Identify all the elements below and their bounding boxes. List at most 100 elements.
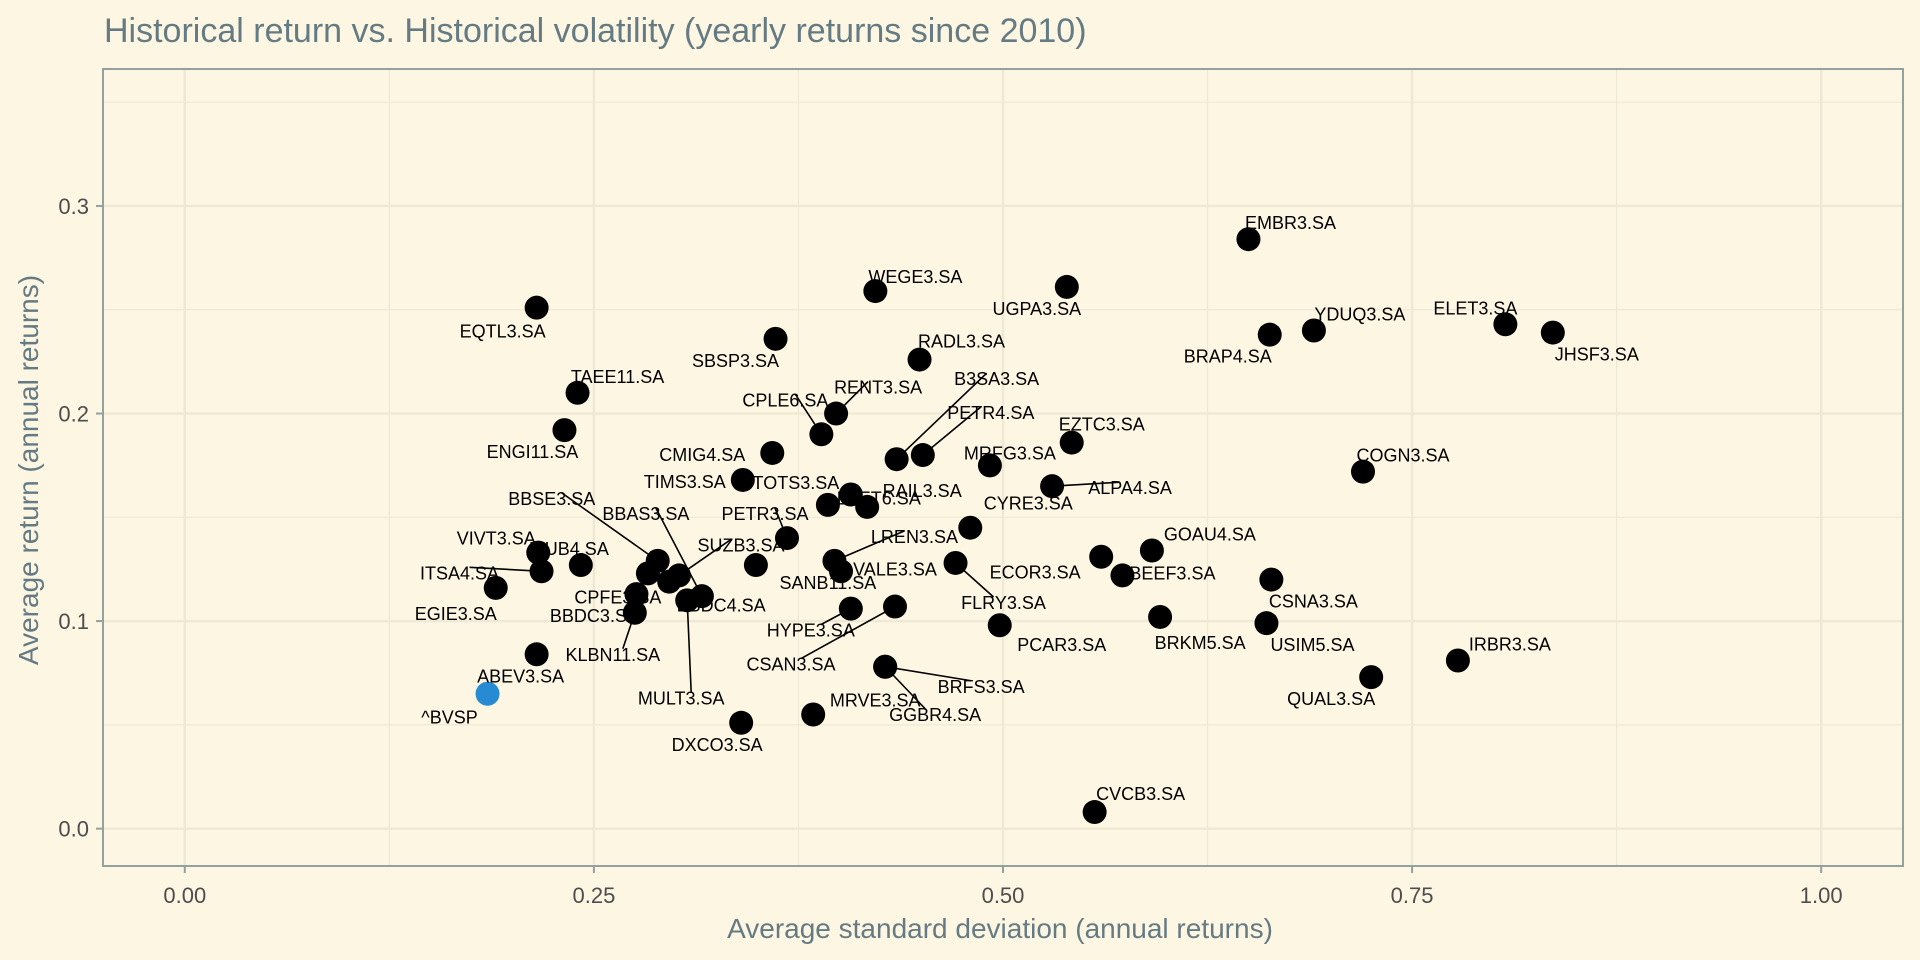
point-label: ELET6.SA — [837, 488, 921, 508]
x-tick-label: 1.00 — [1800, 883, 1843, 908]
x-axis-title: Average standard deviation (annual retur… — [727, 913, 1273, 944]
label-connector — [885, 665, 972, 682]
data-point — [568, 553, 593, 578]
label-connector — [469, 566, 542, 573]
point-label: BRFS3.SA — [938, 677, 1025, 697]
data-point — [1082, 800, 1107, 825]
point-label: ITUB4.SA — [529, 539, 609, 559]
point-label: JHSF3.SA — [1555, 345, 1639, 365]
data-point — [987, 613, 1012, 638]
point-label: BRAP4.SA — [1184, 347, 1272, 367]
data-point — [1040, 474, 1065, 499]
point-label: ENGI11.SA — [487, 442, 579, 462]
data-point — [529, 559, 554, 584]
data-point — [743, 553, 768, 578]
point-label: ^BVSP — [421, 708, 477, 728]
x-tick-label: 0.00 — [163, 883, 206, 908]
data-point — [943, 550, 968, 575]
point-label: DXCO3.SA — [672, 735, 763, 755]
data-point — [475, 681, 500, 706]
data-point — [1257, 322, 1282, 347]
point-label: SBSP3.SA — [692, 351, 779, 371]
point-label: RAIL3.SA — [883, 481, 962, 501]
label-connector — [834, 530, 905, 562]
y-tick-label: 0.3 — [58, 194, 89, 219]
point-label: GGBR4.SA — [889, 705, 981, 725]
point-label: ALPA4.SA — [1088, 478, 1172, 498]
point-label: MULT3.SA — [638, 688, 725, 708]
point-label: EMBR3.SA — [1245, 213, 1336, 233]
point-label: RENT3.SA — [834, 378, 922, 398]
axes: 0.00 0.25 0.50 0.75 1.00 0.0 0.1 0.2 0.3 — [58, 68, 1904, 908]
data-point — [689, 584, 714, 609]
label-connector — [655, 507, 703, 597]
point-labels: ABEV3.SA EGIE3.SA ITSA4.SA VIVT3.SAITUB4.SA… — [415, 213, 1639, 804]
label-connector — [686, 600, 692, 693]
data-points — [475, 227, 1565, 825]
point-label: PETR3.SA — [721, 504, 808, 524]
data-point — [667, 563, 691, 588]
point-label: PETR4.SA — [947, 403, 1034, 423]
point-label: EQTL3.SA — [460, 322, 546, 342]
point-label: CYRE3.SA — [984, 494, 1073, 514]
data-point — [1236, 227, 1261, 252]
data-point — [884, 447, 909, 472]
point-label: SANB11.SA — [780, 573, 877, 593]
data-point — [838, 596, 863, 621]
point-label: EZTC3.SA — [1059, 415, 1145, 435]
data-point — [958, 515, 983, 540]
data-point — [1059, 430, 1084, 455]
point-label: BBDC3.SA — [550, 606, 639, 626]
point-label: PCAR3.SA — [1017, 635, 1106, 655]
point-label: TAEE11.SA — [571, 367, 664, 387]
point-label: RADL3.SA — [918, 332, 1005, 352]
y-axis-title: Average return (annual returns) — [13, 275, 44, 665]
label-connector — [800, 605, 896, 660]
point-label: USIM5.SA — [1270, 635, 1354, 655]
label-connector — [561, 492, 659, 562]
data-point — [1254, 611, 1279, 636]
point-label: CVCB3.SA — [1096, 784, 1185, 804]
data-point — [838, 482, 863, 507]
data-point — [526, 540, 551, 565]
y-tick-label: 0.0 — [58, 817, 89, 842]
point-label: HYPE3.SA — [767, 621, 855, 641]
point-label: ABEV3.SA — [477, 666, 564, 686]
data-point — [1445, 648, 1470, 673]
data-point — [883, 594, 907, 619]
data-point — [1301, 318, 1326, 343]
point-label: CPFE3.SA — [574, 587, 661, 607]
point-label: IRBR3.SA — [1469, 635, 1551, 655]
data-point — [1259, 567, 1284, 592]
point-label: ECOR3.SA — [990, 563, 1081, 583]
data-point — [801, 702, 826, 727]
point-label: EGIE3.SA — [415, 604, 497, 624]
chart-title: Historical return vs. Historical volatil… — [104, 12, 1087, 50]
point-label: CPLE6.SA — [742, 390, 828, 410]
data-point — [524, 642, 549, 667]
point-label: BBAS3.SA — [602, 504, 689, 524]
data-point — [815, 492, 840, 517]
x-tick-label: 0.25 — [572, 883, 615, 908]
point-label: CMIG4.SA — [659, 445, 745, 465]
data-point — [855, 494, 880, 519]
data-point — [829, 559, 853, 584]
data-point — [1148, 604, 1173, 629]
data-point — [760, 440, 785, 465]
point-label: VIVT3.SA — [457, 529, 536, 549]
point-label: B3SA3.SA — [954, 369, 1039, 389]
data-point — [565, 380, 590, 405]
point-label: QUAL3.SA — [1287, 689, 1375, 709]
point-label: VALE3.SA — [853, 559, 937, 579]
data-point — [1359, 665, 1384, 690]
data-point — [863, 279, 888, 304]
point-label: UGPA3.SA — [992, 299, 1081, 319]
data-point — [622, 600, 647, 625]
point-label: TIMS3.SA — [644, 472, 726, 492]
data-point — [1089, 544, 1114, 569]
data-point — [977, 453, 1002, 478]
point-label: WEGE3.SA — [868, 267, 962, 287]
data-point — [729, 710, 754, 735]
data-point — [775, 526, 799, 551]
